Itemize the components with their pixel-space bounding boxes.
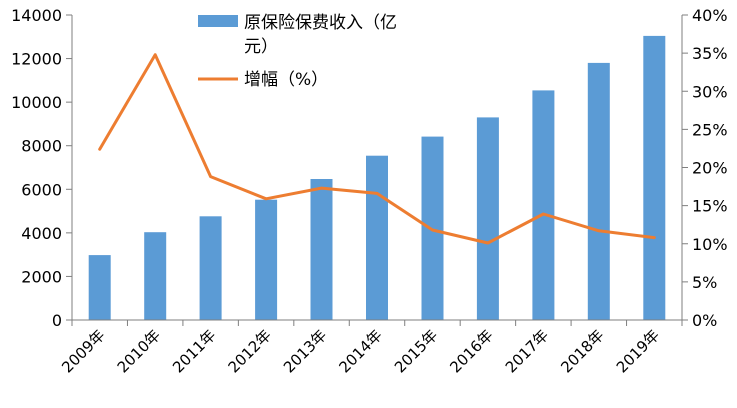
x-tick-label: 2011年 — [169, 326, 219, 376]
bar-2011年 — [200, 216, 222, 320]
bar-2016年 — [477, 117, 499, 320]
y-right-tick-label: 30% — [692, 82, 728, 101]
bar-2012年 — [255, 200, 277, 320]
y-right-tick-label: 25% — [692, 120, 728, 139]
x-tick-label: 2015年 — [391, 326, 441, 376]
y-right-tick-label: 20% — [692, 159, 728, 178]
bar-2017年 — [532, 90, 554, 320]
x-tick-label: 2012年 — [225, 326, 275, 376]
bar-2019年 — [643, 36, 665, 320]
y-right-tick-label: 5% — [692, 273, 717, 292]
x-tick-label: 2013年 — [280, 326, 330, 376]
legend-label-bar-line1: 原保险保费收入（亿 — [244, 13, 397, 33]
x-tick-label: 2016年 — [446, 326, 496, 376]
legend-label-bar-line2: 元） — [244, 37, 278, 57]
y-left-tick-label: 12000 — [11, 50, 62, 69]
y-left-tick-label: 10000 — [11, 93, 62, 112]
y-left-tick-label: 2000 — [21, 267, 62, 286]
bar-2018年 — [588, 63, 610, 320]
x-tick-label: 2009年 — [58, 326, 108, 376]
y-left-tick-label: 0 — [52, 311, 62, 330]
x-tick-label: 2018年 — [557, 326, 607, 376]
x-tick-label: 2014年 — [335, 326, 385, 376]
y-right-tick-label: 35% — [692, 44, 728, 63]
bar-2014年 — [366, 156, 388, 320]
y-left-tick-label: 6000 — [21, 180, 62, 199]
bar-series — [89, 36, 666, 320]
x-tick-label: 2017年 — [502, 326, 552, 376]
legend-label-line: 增幅（%） — [244, 70, 328, 90]
x-tick-label: 2019年 — [613, 326, 663, 376]
y-right-tick-label: 10% — [692, 235, 728, 254]
bar-2013年 — [311, 179, 333, 320]
y-left-tick-label: 14000 — [11, 6, 62, 25]
y-right-tick-label: 15% — [692, 197, 728, 216]
y-right-tick-label: 0% — [692, 311, 717, 330]
bar-2009年 — [89, 255, 111, 320]
legend: 原保险保费收入（亿 元） 增幅（%） — [198, 13, 397, 90]
x-tick-label: 2010年 — [114, 326, 164, 376]
y-right-tick-label: 40% — [692, 6, 728, 25]
y-left-tick-label: 8000 — [21, 137, 62, 156]
bar-2010年 — [144, 232, 166, 320]
y-left-tick-label: 4000 — [21, 224, 62, 243]
legend-swatch-bar — [198, 15, 238, 27]
